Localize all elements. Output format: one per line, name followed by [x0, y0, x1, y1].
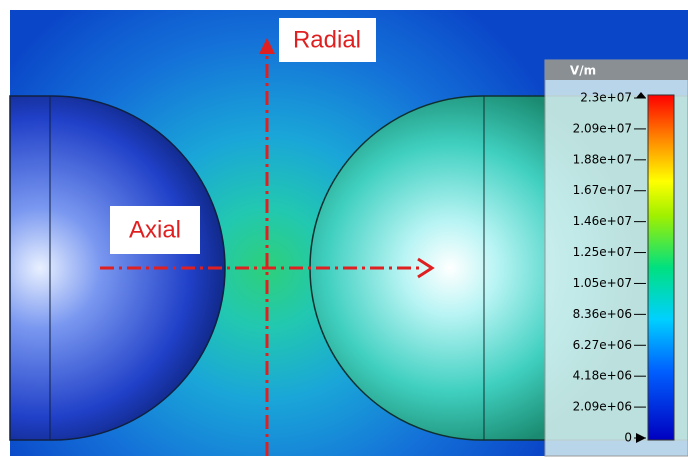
colorbar-tick-label: 6.27e+06 — [573, 338, 632, 352]
left-electrode — [9, 95, 226, 441]
axial-label: Axial — [129, 216, 181, 243]
colorbar-tick-label: 2.09e+06 — [573, 400, 632, 414]
colorbar-tick-label: 1.46e+07 — [573, 214, 632, 228]
colorbar-tick-label: 8.36e+06 — [573, 307, 632, 321]
label-box — [110, 206, 200, 254]
colorbar-tick-label: 1.05e+07 — [573, 276, 632, 290]
colorbar-panel: V/m 2.3e+07 2.09e+07 1.88e+07 1.67e+07 1.46e… — [544, 59, 688, 457]
color-scale — [647, 94, 675, 441]
max-marker — [636, 92, 646, 98]
colorbar-tick-label: 2.09e+07 — [573, 121, 632, 135]
arrowhead — [417, 257, 435, 279]
colorbar-tick-label: 2.3e+07 — [580, 91, 632, 105]
colorbar-tick-label: 1.88e+07 — [573, 152, 632, 166]
colorbar-tick-label: 0 — [624, 431, 632, 445]
colorbar-tick-label: 1.25e+07 — [573, 245, 632, 259]
colorbar-tick-label: 1.67e+07 — [573, 183, 632, 197]
arrowhead — [259, 38, 275, 54]
panel-header — [545, 60, 688, 80]
colorbar-tick-label: 4.18e+06 — [573, 369, 632, 383]
unit-label: V/m — [570, 64, 596, 78]
min-marker — [636, 433, 646, 443]
label-box — [279, 18, 376, 62]
radial-label: Radial — [293, 26, 361, 53]
